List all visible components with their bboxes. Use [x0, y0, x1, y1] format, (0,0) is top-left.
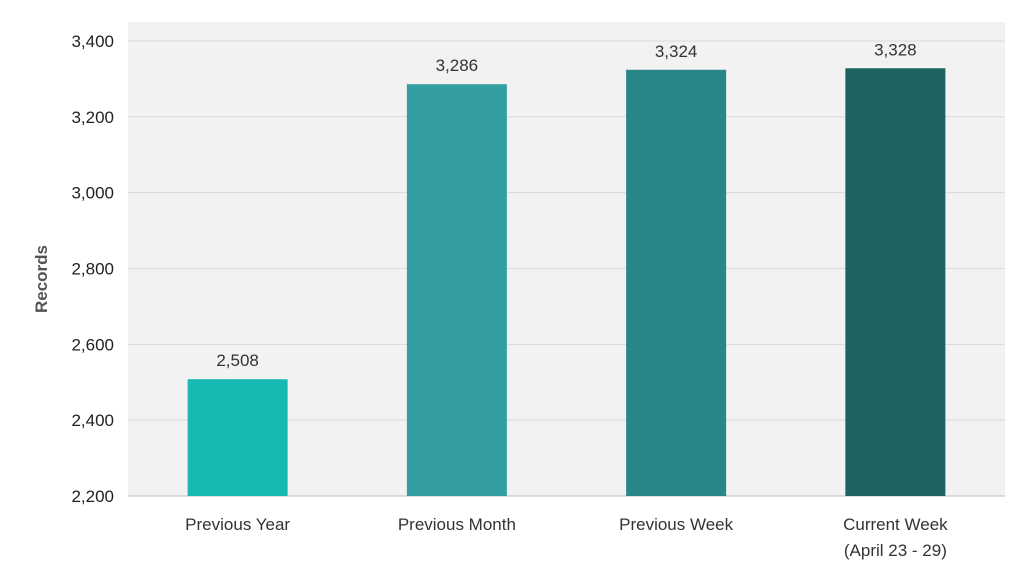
x-category-label: Previous Year	[185, 515, 290, 534]
y-tick-label: 2,400	[71, 411, 114, 430]
y-tick-label: 3,200	[71, 108, 114, 127]
x-category-label: Previous Month	[398, 515, 516, 534]
y-tick-label: 3,400	[71, 32, 114, 51]
x-category-label: Previous Week	[619, 515, 734, 534]
data-label: 2,508	[216, 351, 259, 370]
data-label: 3,328	[874, 40, 917, 59]
x-category-label: Current Week	[843, 515, 948, 534]
y-axis-title: Records	[32, 245, 51, 313]
data-label: 3,324	[655, 42, 698, 61]
bars	[187, 68, 946, 497]
y-tick-label: 2,200	[71, 487, 114, 506]
x-category-label: (April 23 - 29)	[844, 541, 947, 560]
data-label: 3,286	[436, 56, 479, 75]
bar	[406, 84, 507, 497]
x-axis-categories: Previous Year Previous Month Previous Week…	[185, 515, 948, 560]
bar	[187, 379, 288, 496]
bar	[845, 68, 946, 497]
bar	[626, 69, 727, 496]
y-tick-label: 2,600	[71, 335, 114, 354]
y-tick-label: 2,800	[71, 259, 114, 278]
y-tick-label: 3,000	[71, 184, 114, 203]
y-axis-ticks: 2,200 2,400 2,600 2,800 3,000 3,200 3,400	[71, 32, 114, 506]
data-labels: 2,508 3,286 3,324 3,328	[216, 40, 916, 370]
